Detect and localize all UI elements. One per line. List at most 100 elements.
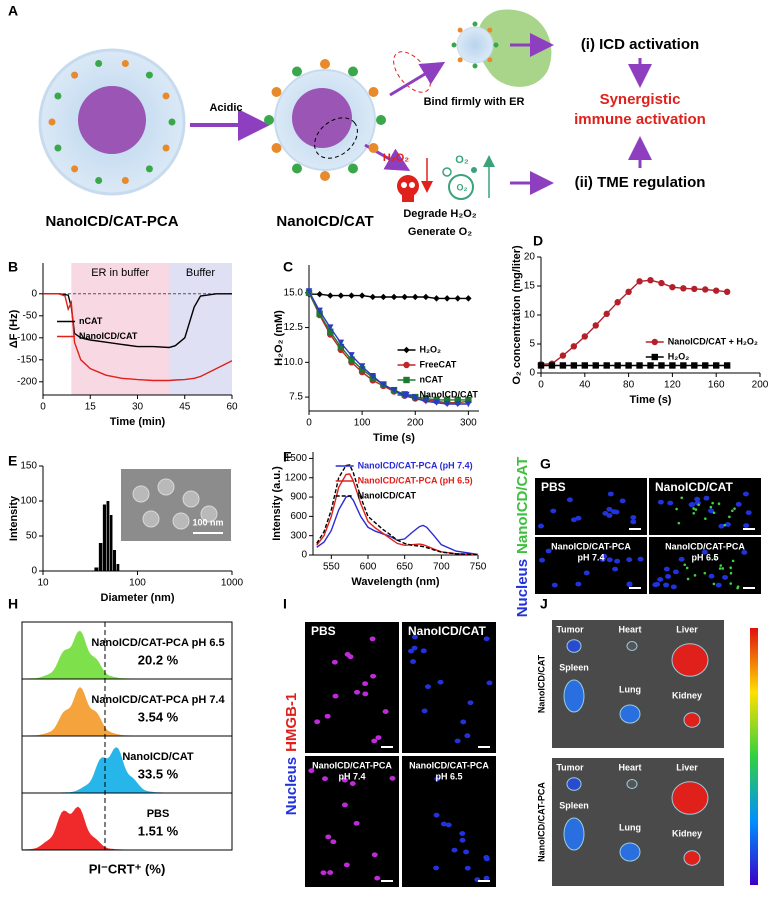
marker	[412, 293, 419, 301]
signal	[686, 577, 690, 581]
label: Synergistic	[600, 91, 681, 108]
label: Acidic	[209, 102, 242, 114]
marker	[625, 288, 632, 295]
micrograph	[535, 478, 647, 535]
y-tick-label: 1500	[285, 453, 308, 464]
nucleus	[464, 865, 471, 871]
er-shape	[477, 9, 552, 87]
row-percent: 3.54 %	[138, 709, 179, 724]
panel-letter: A	[8, 3, 18, 19]
signal	[719, 564, 723, 567]
skull-icon	[409, 182, 415, 188]
nucleus	[665, 574, 672, 579]
nucleus	[420, 648, 427, 654]
organ-label: Spleen	[559, 800, 589, 810]
panel-letter: F	[283, 449, 292, 465]
row-label: NanoICD/CAT-PCA pH 7.4	[91, 694, 225, 706]
nucleus	[694, 496, 701, 502]
x-tick-label: 40	[579, 380, 591, 391]
organ	[563, 817, 585, 851]
label: NanoICD/CAT	[276, 213, 373, 230]
marker	[658, 362, 665, 369]
x-tick-label: 10	[37, 578, 49, 589]
signal	[692, 511, 696, 515]
signal	[692, 507, 695, 510]
signal	[731, 509, 734, 513]
ligand	[368, 142, 379, 153]
particle-core	[292, 88, 352, 148]
ligand	[376, 115, 386, 125]
particle	[200, 505, 218, 523]
nucleus	[657, 499, 664, 505]
nucleus	[545, 548, 552, 554]
panel-letter: I	[283, 596, 287, 612]
x-axis-label: Time (min)	[110, 416, 166, 428]
marker	[412, 395, 419, 402]
nucleus	[320, 870, 327, 876]
organ-label: Liver	[676, 624, 698, 634]
nucleus	[678, 556, 685, 562]
panel-letter: E	[8, 453, 17, 469]
nucleus	[433, 865, 440, 871]
signal	[712, 511, 716, 515]
nucleus	[612, 566, 619, 572]
marker	[454, 295, 461, 302]
panel-letter: J	[540, 596, 548, 612]
ligand	[493, 42, 499, 48]
marker	[403, 391, 410, 399]
y-tick-label: 10	[524, 310, 536, 321]
organ	[683, 850, 701, 866]
nucleus	[701, 549, 708, 555]
label: (i) ICD activation	[581, 36, 699, 53]
nucleus	[626, 557, 633, 563]
panel-letter: D	[533, 233, 543, 249]
channel-name: HMGB-1	[283, 693, 300, 752]
x-tick-label: 1000	[221, 578, 244, 589]
marker	[443, 396, 451, 404]
nucleus	[411, 645, 418, 651]
bar	[94, 567, 99, 571]
signal	[675, 507, 678, 511]
row-percent: 33.5 %	[138, 766, 179, 781]
marker	[614, 362, 621, 369]
marker	[316, 291, 323, 298]
nucleus	[654, 581, 661, 587]
organ	[626, 779, 638, 789]
x-tick-label: 550	[323, 562, 340, 573]
signal	[680, 496, 684, 500]
bar	[109, 515, 113, 571]
marker	[636, 278, 643, 285]
organ-label: Kidney	[672, 690, 702, 700]
x-tick-label: 700	[433, 562, 450, 573]
y-tick-label: 12.5	[284, 322, 304, 333]
ligand	[348, 163, 359, 174]
chart: 0 300 600 900 1200 1500 550 600 650 700 750 Wavelen…	[271, 452, 487, 588]
particle-core	[78, 86, 146, 154]
y-axis-label: Intensity (a.u.)	[271, 466, 283, 541]
panel-letter: H	[8, 596, 18, 612]
nucleus	[308, 768, 315, 774]
y-tick-label: 600	[290, 511, 307, 522]
image-label: pH 7.4	[577, 552, 604, 562]
image-label: NanoICD/CAT-PCA	[551, 541, 631, 551]
nucleus	[607, 491, 614, 497]
ligand	[472, 63, 478, 69]
ligand	[95, 60, 103, 68]
marker	[433, 399, 440, 406]
nucleus	[483, 636, 490, 642]
organ-label: Tumor	[556, 762, 584, 772]
marker	[403, 376, 410, 384]
chart: 100 nm 0 50 100 150 10 100 1000 Diameter (nm) Int…	[8, 461, 244, 604]
y-tick-label: -50	[23, 310, 38, 321]
marker	[465, 295, 472, 302]
signal	[717, 502, 721, 505]
row-label: NanoICD/CAT-PCA pH 6.5	[91, 637, 224, 649]
x-tick-label: 200	[752, 380, 769, 391]
x-axis-label: Diameter (nm)	[101, 592, 175, 604]
marker	[669, 362, 676, 369]
signal	[711, 501, 714, 505]
nucleus	[486, 680, 493, 686]
marker	[592, 322, 599, 329]
bar	[106, 501, 110, 571]
marker	[658, 279, 665, 287]
